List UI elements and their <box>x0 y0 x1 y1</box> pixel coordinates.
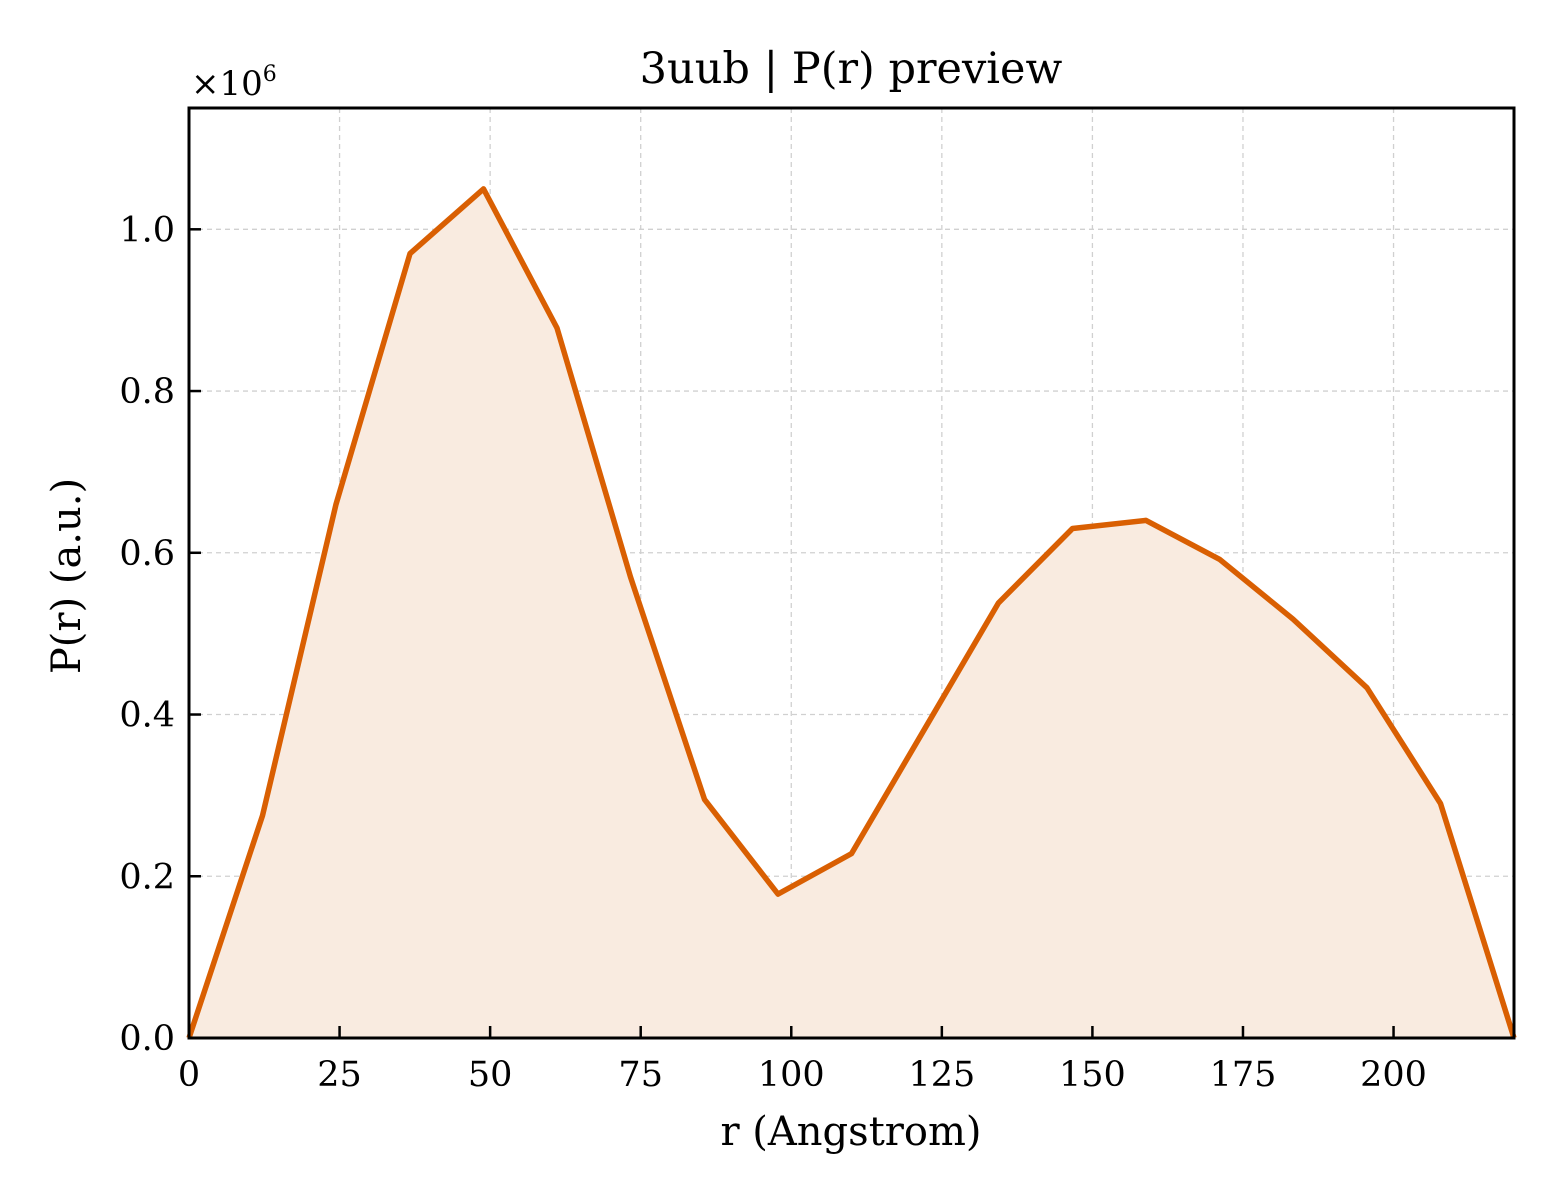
y-tick-label: 0.6 <box>119 534 175 574</box>
x-tick-labels: 0 25 50 75 100 125 150 175 200 <box>178 1055 1427 1095</box>
chart-title: 3uub | P(r) preview <box>640 44 1063 94</box>
x-tick-label: 200 <box>1360 1055 1427 1095</box>
x-axis-title: r (Angstrom) <box>720 1109 981 1155</box>
series-area-fill <box>189 189 1514 1038</box>
y-tick-label: 0.0 <box>119 1019 175 1059</box>
y-axis-multiplier-exponent: 6 <box>263 62 277 87</box>
y-axis-multiplier-base: ×10 <box>191 64 263 104</box>
y-tick-label: 0.4 <box>119 696 175 736</box>
y-tick-label: 1.0 <box>119 210 175 250</box>
x-tick-label: 50 <box>468 1055 513 1095</box>
x-tick-label: 125 <box>908 1055 975 1095</box>
y-axis-title: P(r) (a.u.) <box>44 478 90 674</box>
y-tick-label: 0.8 <box>119 372 175 412</box>
x-tick-label: 150 <box>1059 1055 1126 1095</box>
y-axis-multiplier: ×106 <box>191 62 277 104</box>
x-tick-label: 25 <box>317 1055 362 1095</box>
y-tick-label: 0.2 <box>119 857 175 897</box>
x-tick-label: 175 <box>1210 1055 1277 1095</box>
x-tick-label: 100 <box>758 1055 825 1095</box>
x-tick-label: 0 <box>178 1055 200 1095</box>
x-tick-label: 75 <box>618 1055 663 1095</box>
y-tick-labels: 0.0 0.2 0.4 0.6 0.8 1.0 <box>119 210 175 1059</box>
